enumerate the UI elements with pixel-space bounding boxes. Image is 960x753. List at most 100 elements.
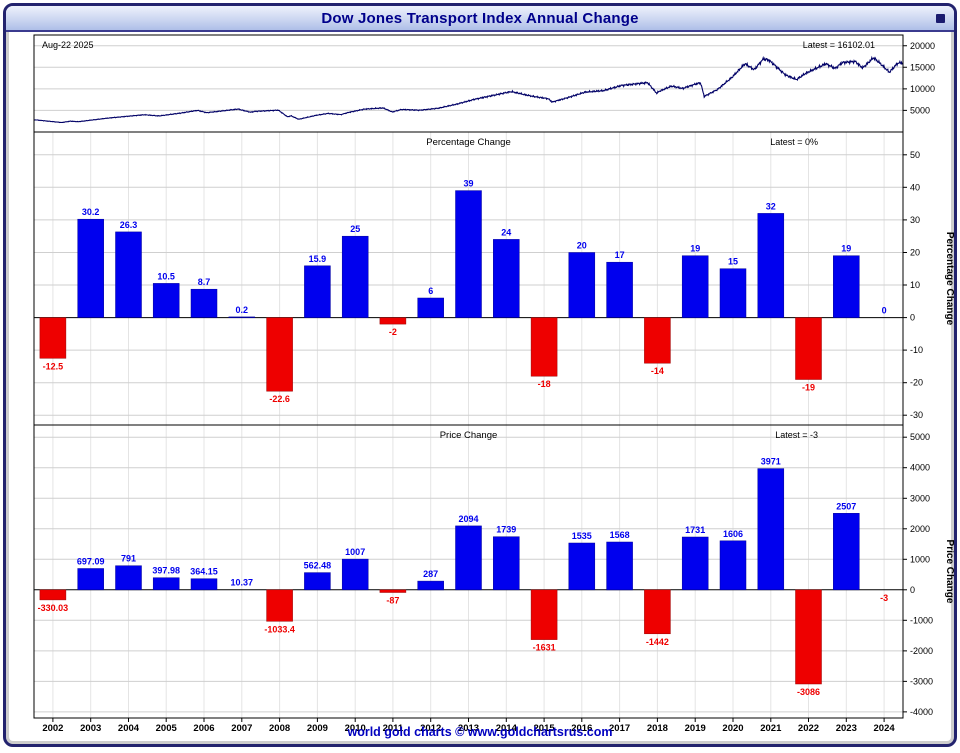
bar-value-label: -14 <box>651 366 664 376</box>
latest-annotation: Latest = 16102.01 <box>803 40 875 50</box>
x-tick-label: 2014 <box>496 723 518 734</box>
pct-bar-2014 <box>493 239 520 318</box>
panel-latest-1: Latest = 0% <box>770 137 818 147</box>
bar-value-label: 397.98 <box>152 566 180 576</box>
bar-value-label: 1731 <box>685 525 705 535</box>
y-axis-right-1: -30 -20 -10 0 10 20 30 40 50 Percentage Change <box>903 150 954 420</box>
price-change-panel: -330.03 697.09 791 397.98 364.15 10.37 -1033.4… <box>38 457 888 697</box>
price-bar-2015 <box>530 589 558 640</box>
tick-label: 20 <box>910 248 920 258</box>
y-axis-right-2: -4000 -3000 -2000 -1000 0 1000 2000 3000 4000 500… <box>903 432 954 717</box>
bar-value-label: 24 <box>501 227 511 237</box>
x-tick-label: 2018 <box>647 723 668 734</box>
bar-value-label: -12.5 <box>43 361 64 371</box>
tick-label: 0 <box>910 585 915 595</box>
price-bar-2022 <box>795 589 822 685</box>
bar-value-label: 1535 <box>572 531 592 541</box>
pct-bar-2019 <box>681 255 709 318</box>
window-corner-icon <box>936 14 945 23</box>
tick-label: 50 <box>910 150 920 160</box>
x-tick-label: 2006 <box>193 723 214 734</box>
bar-value-label: -1631 <box>533 643 556 653</box>
panel-title-1: Percentage Change <box>426 137 511 148</box>
x-tick-label: 2007 <box>231 723 252 734</box>
x-tick-label: 2011 <box>383 723 404 734</box>
title-bar: Dow Jones Transport Index Annual Change <box>6 6 954 32</box>
pct-bar-2017 <box>606 261 633 318</box>
x-tick-label: 2017 <box>609 723 630 734</box>
bar-value-label: -1033.4 <box>264 624 295 634</box>
price-bar-2005 <box>152 577 180 591</box>
bar-value-label: -19 <box>802 382 815 392</box>
price-bar-2004 <box>115 565 142 591</box>
pct-bar-2012 <box>417 297 444 318</box>
footer: world gold charts © www.goldchartsrus.co… <box>6 723 954 743</box>
price-bar-2011 <box>379 589 407 593</box>
tick-label: 10 <box>910 280 920 290</box>
bar-value-label: 39 <box>463 179 473 189</box>
latest-annotation: Latest = -3 <box>775 430 818 440</box>
bar-value-label: 30.2 <box>82 207 100 217</box>
page-title: Dow Jones Transport Index Annual Change <box>321 9 639 27</box>
x-tick-label: 2008 <box>269 723 290 734</box>
bar-value-label: -1442 <box>646 637 669 647</box>
percentage-change-panel: -12.5 30.2 26.3 10.5 8.7 0.2 -22.6 15.9 25 -2 6 39 2… <box>39 179 887 404</box>
panel-title: Percentage Change <box>426 137 511 148</box>
panel-title-2: Price Change <box>440 430 498 441</box>
pct-bar-2006 <box>190 288 218 318</box>
bar-value-label: 0.2 <box>236 305 249 315</box>
bar-value-label: 25 <box>350 224 360 234</box>
pct-bar-2003 <box>77 218 104 318</box>
bar-value-label: 8.7 <box>198 277 211 287</box>
bar-value-label: 287 <box>423 569 438 579</box>
pct-bar-2022 <box>795 317 822 380</box>
pct-bar-2020 <box>719 268 747 318</box>
bar-value-label: -22.6 <box>269 394 290 404</box>
panel-latest-2: Latest = -3 <box>775 430 818 440</box>
tick-label: 40 <box>910 182 920 192</box>
bar-value-label: -3086 <box>797 687 820 697</box>
y-axis-right-0: 5000 10000 15000 20000 <box>903 41 935 115</box>
bar-value-label: 791 <box>121 554 136 564</box>
price-bar-2012 <box>417 580 444 591</box>
x-axis: 2002 2003 2004 2005 2006 2007 2008 2009 2010 2011… <box>42 718 895 734</box>
bar-value-label: 1606 <box>723 529 743 539</box>
bar-value-label: 1739 <box>496 525 516 535</box>
pct-bar-2016 <box>568 252 596 318</box>
price-bar-2014 <box>493 536 520 591</box>
tick-label: -2000 <box>910 646 933 656</box>
pct-bar-2007 <box>228 316 256 318</box>
bar-value-label: -87 <box>386 595 399 605</box>
tick-label: 30 <box>910 215 920 225</box>
price-bar-2013 <box>455 525 482 591</box>
price-bar-2010 <box>341 558 369 591</box>
tick-label: 2000 <box>910 524 930 534</box>
bar-value-label: 19 <box>690 244 700 254</box>
x-tick-label: 2024 <box>874 723 896 734</box>
footer-text: world gold charts © www.goldchartsrus.co… <box>347 725 613 739</box>
price-bar-2009 <box>304 572 331 591</box>
x-tick-label: 2003 <box>80 723 101 734</box>
x-tick-label: 2002 <box>42 723 63 734</box>
pct-bar-2023 <box>833 255 860 318</box>
pct-bar-2004 <box>115 231 142 318</box>
price-bar-2018 <box>644 589 671 635</box>
tick-label: 15000 <box>910 62 935 72</box>
panel-title: Price Change <box>440 430 498 441</box>
bar-value-label: -2 <box>389 327 397 337</box>
price-bar-2002 <box>39 589 67 601</box>
price-bar-2023 <box>833 513 860 591</box>
pct-bar-2008 <box>266 317 293 392</box>
y-axis-title: Price Change <box>944 540 954 604</box>
chart-canvas: -12.5 30.2 26.3 10.5 8.7 0.2 -22.6 15.9 25 -2 6 39 2… <box>33 34 954 734</box>
x-tick-label: 2012 <box>420 723 441 734</box>
bar-value-label: 697.09 <box>77 557 105 567</box>
x-tick-label: 2004 <box>118 723 140 734</box>
bar-value-label: 364.15 <box>190 567 218 577</box>
price-line <box>33 55 904 124</box>
pct-bar-2021 <box>757 213 785 318</box>
x-tick-label: 2005 <box>156 723 178 734</box>
tick-label: -10 <box>910 345 923 355</box>
bar-value-label: 1007 <box>345 547 365 557</box>
bar-value-label: -3 <box>880 593 888 603</box>
